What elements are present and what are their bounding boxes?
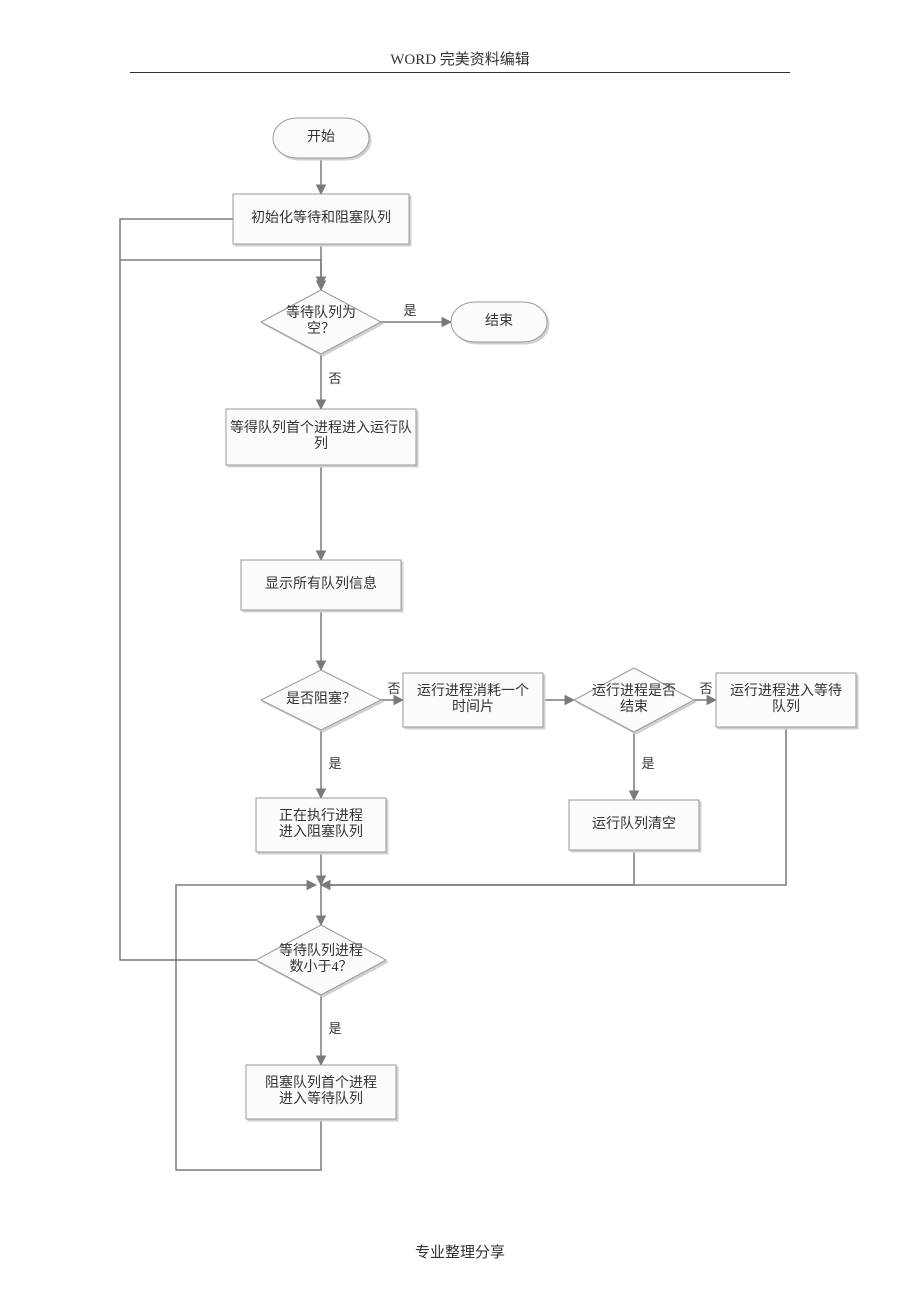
svg-text:显示所有队列信息: 显示所有队列信息 bbox=[265, 575, 377, 592]
svg-text:运行进程进入等待: 运行进程进入等待 bbox=[730, 682, 842, 699]
edge-label: 是 bbox=[328, 756, 341, 771]
edge-label: 是 bbox=[403, 303, 416, 318]
svg-text:空？: 空？ bbox=[307, 321, 335, 337]
svg-text:队列: 队列 bbox=[772, 699, 800, 715]
svg-text:是否阻塞？: 是否阻塞？ bbox=[286, 690, 356, 707]
edge bbox=[120, 219, 233, 260]
edge-label: 否 bbox=[387, 681, 400, 696]
edge-label: 是 bbox=[641, 756, 654, 771]
edge-label: 是 bbox=[328, 1021, 341, 1036]
edge-label: 否 bbox=[699, 681, 712, 696]
svg-text:进入阻塞队列: 进入阻塞队列 bbox=[279, 823, 363, 840]
svg-text:等待队列进程: 等待队列进程 bbox=[279, 942, 363, 959]
svg-text:时间片: 时间片 bbox=[452, 699, 494, 715]
svg-text:结束: 结束 bbox=[620, 699, 648, 715]
edge-label: 否 bbox=[328, 371, 341, 386]
page: WORD 完美资料编辑 是否否否是是是 开始初始化等待和阻塞队列等待队列为空？结… bbox=[0, 0, 920, 1302]
svg-text:数小于4？: 数小于4？ bbox=[290, 959, 353, 975]
svg-text:进入等待队列: 进入等待队列 bbox=[279, 1090, 363, 1107]
svg-text:列: 列 bbox=[314, 436, 328, 452]
page-footer: 专业整理分享 bbox=[0, 1241, 920, 1262]
svg-text:等得队列首个进程进入运行队: 等得队列首个进程进入运行队 bbox=[230, 419, 412, 436]
svg-text:正在执行进程: 正在执行进程 bbox=[279, 808, 363, 824]
svg-text:运行进程消耗一个: 运行进程消耗一个 bbox=[417, 683, 529, 699]
edge bbox=[321, 850, 634, 885]
edge bbox=[176, 885, 321, 1170]
svg-text:等待队列为: 等待队列为 bbox=[286, 304, 356, 321]
svg-text:运行队列清空: 运行队列清空 bbox=[592, 816, 676, 832]
svg-text:阻塞队列首个进程: 阻塞队列首个进程 bbox=[265, 1074, 377, 1091]
svg-text:结束: 结束 bbox=[485, 313, 513, 329]
svg-text:初始化等待和阻塞队列: 初始化等待和阻塞队列 bbox=[251, 209, 391, 226]
flowchart: 是否否否是是是 开始初始化等待和阻塞队列等待队列为空？结束等得队列首个进程进入运… bbox=[0, 0, 920, 1302]
svg-text:运行进程是否: 运行进程是否 bbox=[592, 683, 676, 699]
edge bbox=[321, 727, 786, 885]
svg-text:开始: 开始 bbox=[307, 129, 335, 145]
